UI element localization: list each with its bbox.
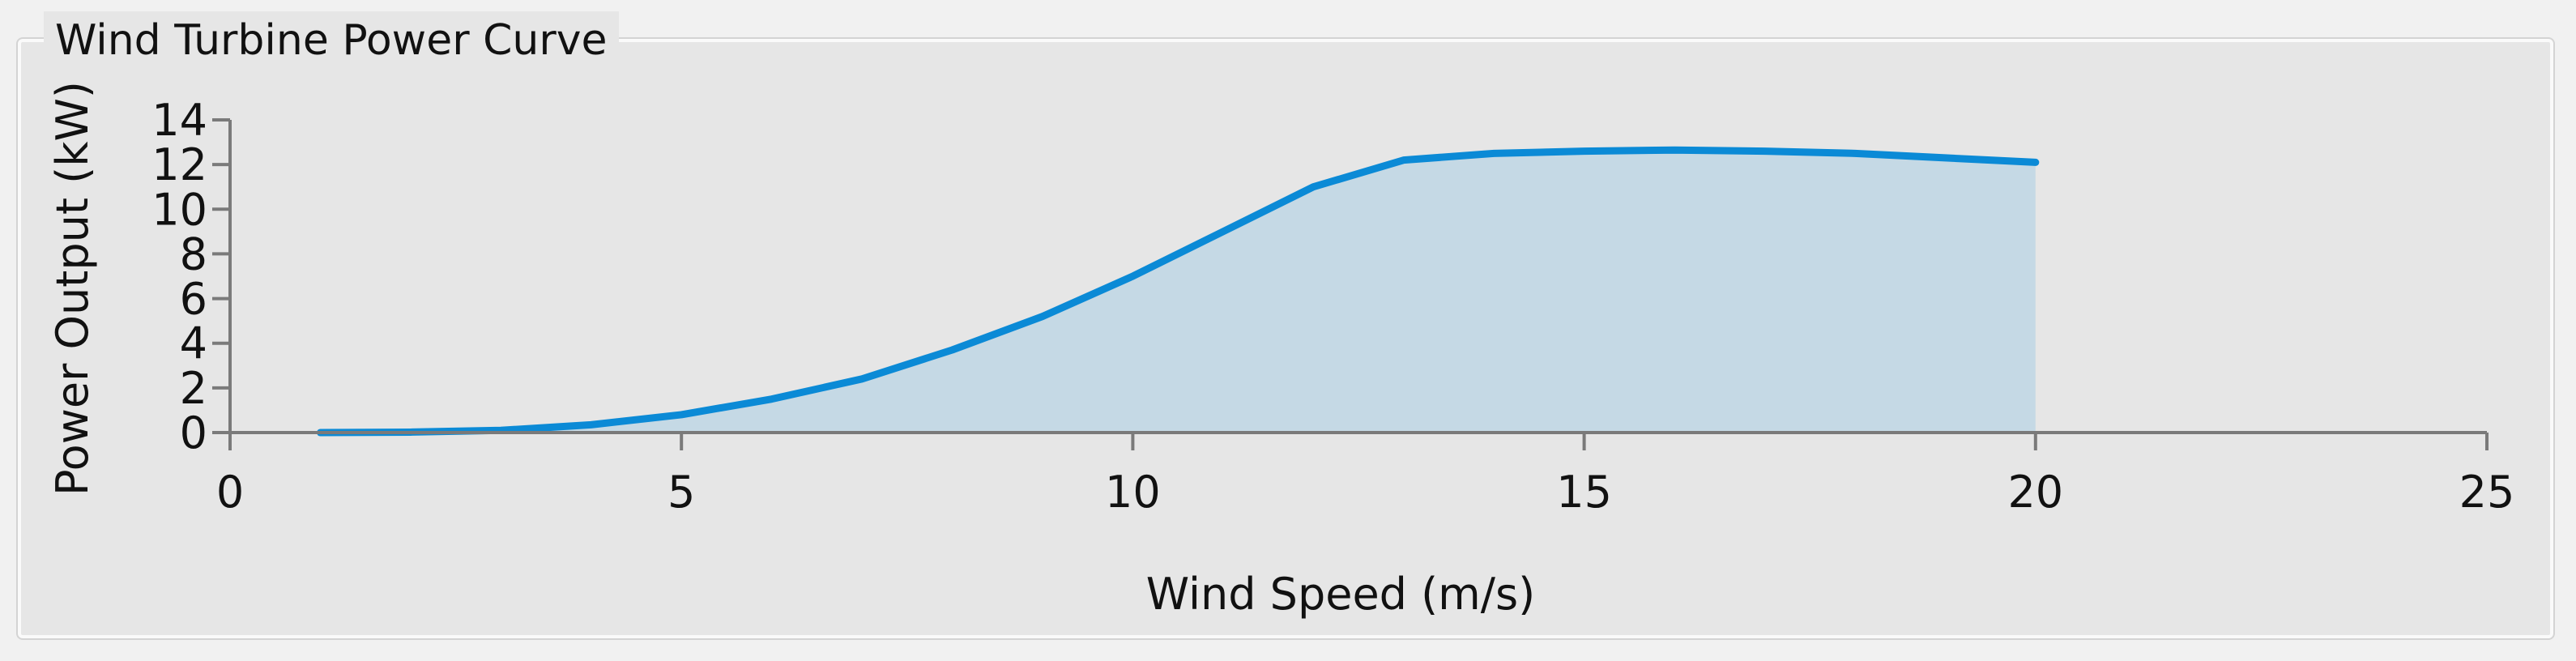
plot-area <box>316 146 2040 437</box>
x-axis: 0 5 10 15 20 25 <box>216 431 2515 518</box>
y-tick-label: 6 <box>180 274 207 325</box>
x-tick-label: 15 <box>1556 467 1612 518</box>
x-tick-label: 5 <box>667 467 695 518</box>
x-tick-label: 10 <box>1105 467 1161 518</box>
x-tick-label: 25 <box>2459 467 2515 518</box>
y-tick-label: 2 <box>180 363 207 414</box>
area-fill <box>320 150 2036 433</box>
y-tick-label: 8 <box>180 228 207 279</box>
x-tick-label: 0 <box>216 467 244 518</box>
y-tick-label: 0 <box>180 407 207 458</box>
y-tick-label: 4 <box>180 318 207 369</box>
y-tick-label: 14 <box>151 95 207 146</box>
panel-title: Wind Turbine Power Curve <box>44 11 619 70</box>
x-tick-label: 20 <box>2007 467 2063 518</box>
y-axis-label: Power Output (kW) <box>47 81 98 496</box>
y-tick-label: 12 <box>151 139 207 190</box>
y-tick-label: 10 <box>151 184 207 235</box>
x-axis-label: Wind Speed (m/s) <box>1146 569 1535 620</box>
power-curve-line <box>316 146 2040 437</box>
